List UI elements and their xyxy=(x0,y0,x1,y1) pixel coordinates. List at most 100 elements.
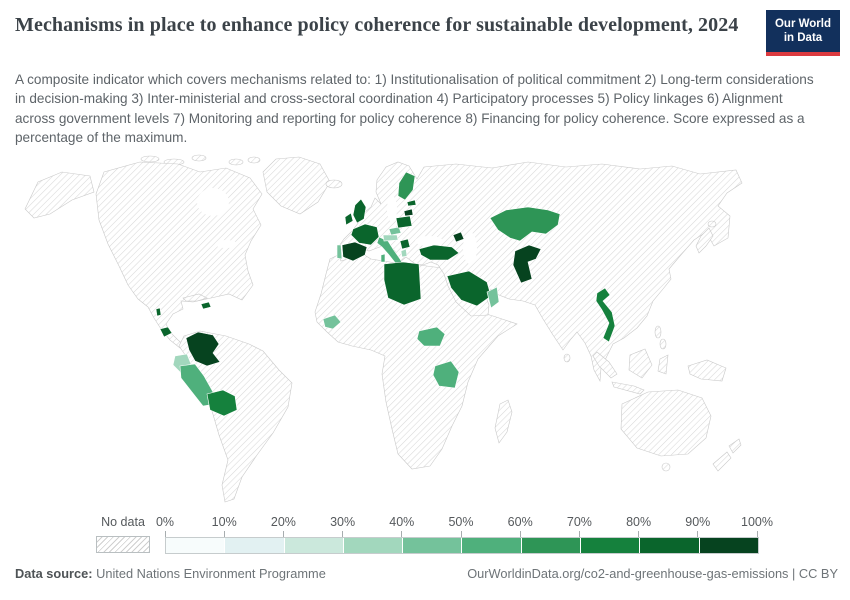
country-lithuania[interactable] xyxy=(403,208,414,217)
landmass-greenland xyxy=(262,156,331,215)
landmass-new-zealand xyxy=(728,438,742,454)
legend-tick xyxy=(460,531,462,537)
legend-tick-label: 100% xyxy=(741,515,773,529)
landmass-arctic-island xyxy=(247,156,261,164)
chart-footer: Data source: United Nations Environment … xyxy=(15,566,838,581)
legend-tick-label: 70% xyxy=(566,515,592,529)
landmass-new-guinea xyxy=(687,359,727,382)
country-azerbaijan[interactable] xyxy=(452,231,465,243)
legend-tick xyxy=(282,531,284,537)
legend-color-segment[interactable] xyxy=(225,538,285,553)
legend-tick xyxy=(756,531,758,537)
landmass-japan xyxy=(695,227,714,254)
legend-tick-label: 40% xyxy=(389,515,415,529)
legend-color-segment[interactable] xyxy=(284,538,344,553)
owid-logo[interactable]: Our World in Data xyxy=(766,10,840,56)
country-kazakhstan[interactable] xyxy=(489,206,561,242)
legend-color-bar xyxy=(165,537,759,554)
data-source-label: Data source: xyxy=(15,566,93,581)
country-serbia[interactable] xyxy=(399,238,411,250)
country-albania[interactable] xyxy=(400,248,408,258)
chart-subtitle: A composite indicator which covers mecha… xyxy=(15,72,814,145)
country-south-sudan[interactable] xyxy=(416,326,446,347)
legend-tick xyxy=(638,531,640,537)
landmass-tasmania xyxy=(661,462,671,472)
landmass-new-zealand xyxy=(712,451,732,472)
country-bolivia[interactable] xyxy=(206,389,238,417)
country-vietnam[interactable] xyxy=(595,287,616,343)
legend-tick-label: 30% xyxy=(330,515,356,529)
legend-tick xyxy=(697,531,699,537)
landmass-hokkaido xyxy=(707,220,717,228)
legend-color-segment[interactable] xyxy=(403,538,463,553)
legend-tick-labels: 0% 10% 20% 30% 40% 50% 60% 70% 80% 90% 100% xyxy=(156,515,773,530)
legend-color-segment[interactable] xyxy=(521,538,582,553)
legend-color-segment[interactable] xyxy=(581,538,641,553)
legend-tick-label: 0% xyxy=(155,515,175,529)
country-saudi-arabia[interactable] xyxy=(446,270,492,307)
country-guinea[interactable] xyxy=(322,314,342,330)
country-czechia[interactable] xyxy=(388,226,402,236)
legend-color-segment[interactable] xyxy=(166,538,226,553)
landmass-philippines xyxy=(659,338,667,350)
country-libya[interactable] xyxy=(383,261,422,306)
country-colombia[interactable] xyxy=(185,331,221,367)
no-data-label: No data xyxy=(101,515,145,529)
legend-tick xyxy=(342,531,344,537)
landmass-arctic-island xyxy=(140,155,160,163)
country-pakistan[interactable] xyxy=(512,244,542,284)
legend-tick-label: 90% xyxy=(685,515,711,529)
country-united-kingdom[interactable] xyxy=(352,198,367,224)
landmass-iceland xyxy=(325,179,343,189)
landmass-philippines xyxy=(654,325,662,339)
lakes xyxy=(197,188,477,264)
world-choropleth-map[interactable] xyxy=(0,152,850,512)
data-countries xyxy=(155,171,616,417)
legend-tick xyxy=(578,531,580,537)
country-dominican-republic[interactable] xyxy=(200,301,212,310)
owid-logo-line2: in Data xyxy=(783,32,823,45)
country-costa-rica[interactable] xyxy=(159,326,173,338)
country-portugal[interactable] xyxy=(336,244,343,260)
legend-tick xyxy=(519,531,521,537)
landmass-borneo xyxy=(628,348,653,379)
legend-color-segment[interactable] xyxy=(343,538,404,553)
landmass-sri-lanka xyxy=(563,353,571,363)
country-italy-sardinia[interactable] xyxy=(380,253,386,263)
legend-color-segment[interactable] xyxy=(699,538,758,553)
country-oman[interactable] xyxy=(486,286,500,309)
country-estonia[interactable] xyxy=(406,199,417,207)
owid-logo-line1: Our World xyxy=(774,18,831,30)
hudson-bay xyxy=(197,188,229,216)
country-turkey[interactable] xyxy=(418,244,460,261)
legend-tick-label: 60% xyxy=(507,515,533,529)
legend-color-segment[interactable] xyxy=(462,538,522,553)
country-france[interactable] xyxy=(350,223,380,246)
legend-tick-marks xyxy=(164,531,758,537)
landmass-eurasia xyxy=(336,161,743,383)
landmass-cuba xyxy=(182,293,208,302)
owid-link[interactable]: OurWorldinData.org/co2-and-greenhouse-ga… xyxy=(467,566,838,581)
country-poland[interactable] xyxy=(395,215,413,229)
landmass-madagascar xyxy=(494,399,513,444)
country-austria[interactable] xyxy=(382,234,399,242)
data-source: Data source: United Nations Environment … xyxy=(15,566,326,581)
baltic-sea xyxy=(387,196,397,222)
landmass-australia xyxy=(620,389,712,457)
legend-color-segment[interactable] xyxy=(640,538,700,553)
data-source-value: United Nations Environment Programme xyxy=(92,566,326,581)
country-ireland[interactable] xyxy=(344,212,354,226)
country-tanzania[interactable] xyxy=(432,360,460,389)
country-finland[interactable] xyxy=(397,171,416,201)
no-data-swatch[interactable] xyxy=(96,536,150,553)
country-belize[interactable] xyxy=(155,307,162,317)
landmass-java xyxy=(611,381,645,395)
landmass-north-america xyxy=(95,161,263,349)
legend-tick xyxy=(223,531,225,537)
caspian-sea xyxy=(463,232,477,264)
country-spain[interactable] xyxy=(341,241,368,262)
landmass-arctic-island xyxy=(228,158,244,166)
legend-tick-label: 10% xyxy=(211,515,237,529)
map-legend: No data 0% 10% 20% 30% 40% 50% 60% 70% 80% 90% 100… xyxy=(0,512,850,554)
landmass-arctic-island xyxy=(191,154,207,162)
